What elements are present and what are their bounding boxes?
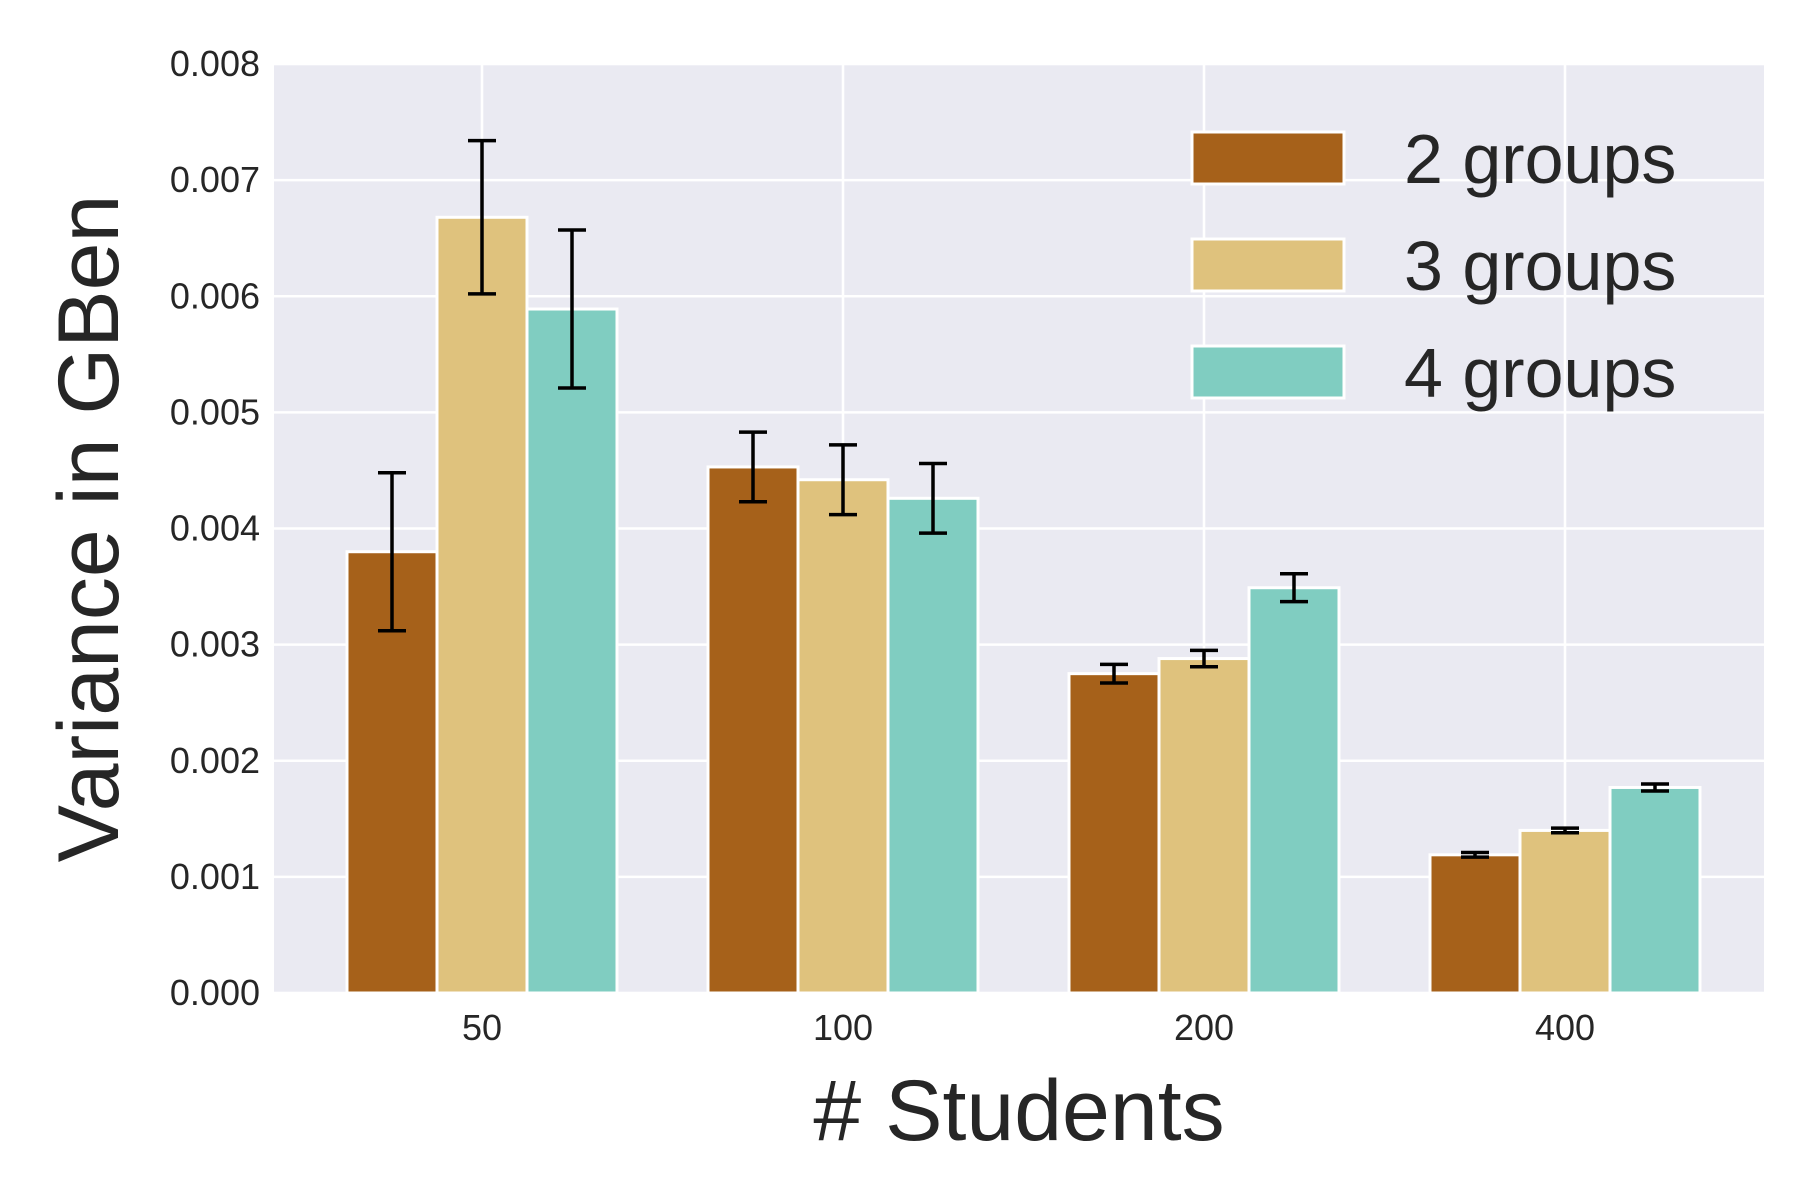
y-tick-label: 0.003 <box>170 624 260 665</box>
legend-swatch <box>1190 130 1346 186</box>
y-tick-label: 0.007 <box>170 159 260 200</box>
y-tick-label: 0.004 <box>170 508 260 549</box>
x-tick-label: 50 <box>462 1007 502 1048</box>
bar <box>1067 672 1161 995</box>
y-tick-label: 0.008 <box>170 43 260 84</box>
bar <box>1428 853 1522 995</box>
y-tick-label: 0.002 <box>170 740 260 781</box>
legend-label: 3 groups <box>1404 227 1676 305</box>
legend-label: 4 groups <box>1404 334 1676 412</box>
error-bars <box>378 138 1669 859</box>
bar <box>796 478 890 995</box>
bar <box>345 550 439 995</box>
bar <box>1608 785 1702 995</box>
y-tick-label: 0.006 <box>170 275 260 316</box>
bar <box>1518 828 1612 995</box>
bars <box>345 215 1702 995</box>
bar <box>1157 657 1251 995</box>
legend: 2 groups 3 groups 4 groups <box>1190 120 1676 412</box>
y-tick-label: 0.005 <box>170 391 260 432</box>
legend-swatch <box>1190 237 1346 293</box>
bar <box>706 465 800 995</box>
x-tick-label: 400 <box>1535 1007 1595 1048</box>
bar <box>886 496 980 995</box>
legend-swatch <box>1190 344 1346 400</box>
y-tick-labels: 0.000 0.001 0.002 0.003 0.004 0.005 0.006 0.007… <box>170 43 260 1013</box>
x-tick-labels: 50 100 200 400 <box>462 1007 1595 1048</box>
y-axis-title: Variance in GBen <box>41 195 137 863</box>
y-tick-label: 0.000 <box>170 972 260 1013</box>
bar <box>525 307 619 995</box>
bar <box>435 215 529 995</box>
bar <box>1247 586 1341 995</box>
x-axis-title: # Students <box>813 1063 1224 1159</box>
x-tick-label: 100 <box>813 1007 873 1048</box>
y-tick-label: 0.001 <box>170 856 260 897</box>
legend-label: 2 groups <box>1404 120 1676 198</box>
x-tick-label: 200 <box>1174 1007 1234 1048</box>
